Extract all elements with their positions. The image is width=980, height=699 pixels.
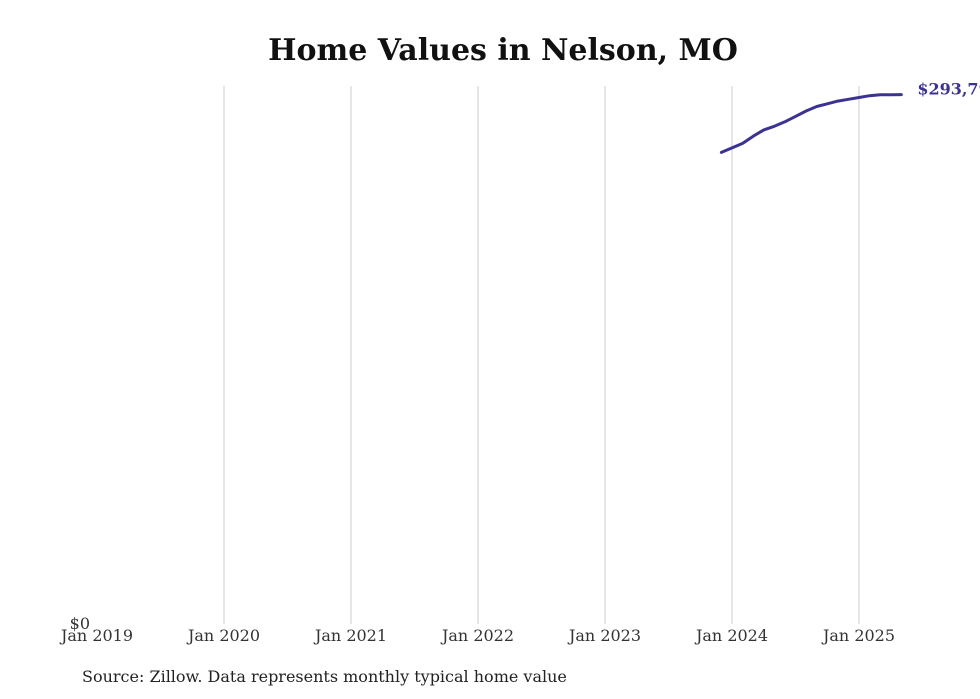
series-line [719, 93, 903, 154]
x-tick-label: Jan 2021 [313, 626, 387, 645]
end-value-label: $293,79 [917, 80, 980, 99]
series-layer: $293,79 [719, 80, 980, 154]
axis-ticks: Jan 2019 Jan 2020 Jan 2021 Jan 2022 Jan 2023… [59, 614, 895, 645]
y-tick-label: $0 [70, 614, 90, 633]
x-tick-label: Jan 2020 [186, 626, 260, 645]
x-tick-label: Jan 2025 [821, 626, 895, 645]
x-tick-label: Jan 2023 [567, 626, 641, 645]
grid-lines [223, 86, 860, 624]
chart-title: Home Values in Nelson, MO [268, 33, 738, 68]
x-tick-label: Jan 2019 [59, 626, 133, 645]
source-note: Source: Zillow. Data represents monthly … [82, 667, 567, 686]
x-tick-label: Jan 2024 [694, 626, 768, 645]
x-tick-label: Jan 2022 [440, 626, 514, 645]
